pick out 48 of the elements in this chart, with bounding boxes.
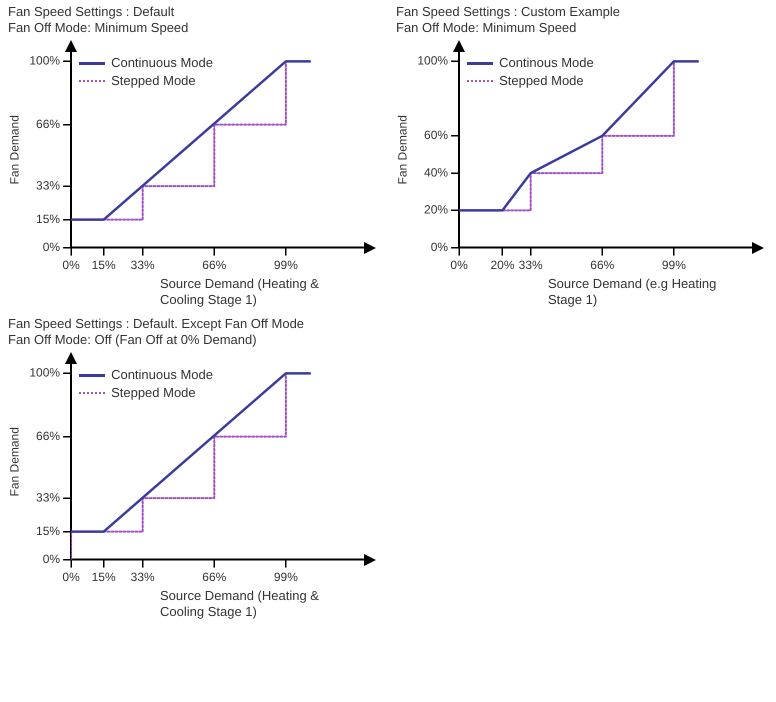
y-tick-label: 33% xyxy=(36,178,60,192)
y-tick-label: 15% xyxy=(36,524,60,538)
x-axis-title: Source Demand (Heating & Cooling Stage 1) xyxy=(160,276,320,308)
x-tick-label: 99% xyxy=(274,570,298,584)
y-axis-title: Fan Demand xyxy=(8,115,22,184)
y-tick-label: 66% xyxy=(36,116,60,131)
x-tick-label: 15% xyxy=(92,570,116,584)
y-tick-label: 0% xyxy=(42,240,60,254)
y-tick-label: 0% xyxy=(430,240,448,254)
y-tick-label: 66% xyxy=(36,428,60,443)
x-tick-label: 33% xyxy=(518,258,544,272)
y-axis-title: Fan Demand xyxy=(8,427,22,496)
chart-title: Fan Speed Settings : Default. Except Fan Off Mode xyxy=(8,316,306,332)
chart-subtitle: Fan Off Mode: Minimum Speed xyxy=(396,20,578,36)
chart-title: Fan Speed Settings : Custom Example xyxy=(396,4,622,20)
x-tick-label: 33% xyxy=(130,570,156,584)
y-tick-label: 0% xyxy=(42,552,60,566)
x-tick-label: 0% xyxy=(450,258,468,272)
x-tick-label: 15% xyxy=(92,258,116,272)
y-tick-label: 100% xyxy=(29,54,60,68)
x-tick-label: 0% xyxy=(62,570,80,584)
y-tick-label: 40% xyxy=(424,165,448,180)
x-tick-label: 66% xyxy=(202,258,227,272)
x-axis-title: Source Demand (e.g Heating Stage 1) xyxy=(548,276,718,308)
x-axis-title: Source Demand (Heating & Cooling Stage 1) xyxy=(160,588,320,620)
y-tick-label: 15% xyxy=(36,212,60,226)
legend-label: Stepped Mode xyxy=(499,72,584,90)
y-tick-label: 33% xyxy=(36,490,60,504)
legend-label: Continous Mode xyxy=(499,54,594,72)
x-tick-label: 99% xyxy=(274,258,298,272)
x-tick-label: 0% xyxy=(62,258,80,272)
legend-label: Stepped Mode xyxy=(111,72,196,90)
y-tick-label: 100% xyxy=(29,366,60,380)
x-tick-label: 66% xyxy=(590,258,615,272)
x-tick-label: 99% xyxy=(662,258,686,272)
y-axis-title: Fan Demand xyxy=(396,115,410,184)
x-tick-label: 20% xyxy=(490,258,515,272)
y-tick-label: 60% xyxy=(424,128,448,142)
y-tick-label: 20% xyxy=(424,202,448,217)
legend-label: Stepped Mode xyxy=(111,384,196,402)
legend-label: Continuous Mode xyxy=(111,366,213,384)
x-tick-label: 33% xyxy=(130,258,156,272)
chart-title: Fan Speed Settings : Default xyxy=(8,4,176,20)
y-tick-label: 100% xyxy=(417,54,448,68)
chart-subtitle: Fan Off Mode: Minimum Speed xyxy=(8,20,190,36)
x-tick-label: 66% xyxy=(202,570,227,584)
chart-subtitle: Fan Off Mode: Off (Fan Off at 0% Demand) xyxy=(8,332,258,348)
legend-label: Continuous Mode xyxy=(111,54,213,72)
